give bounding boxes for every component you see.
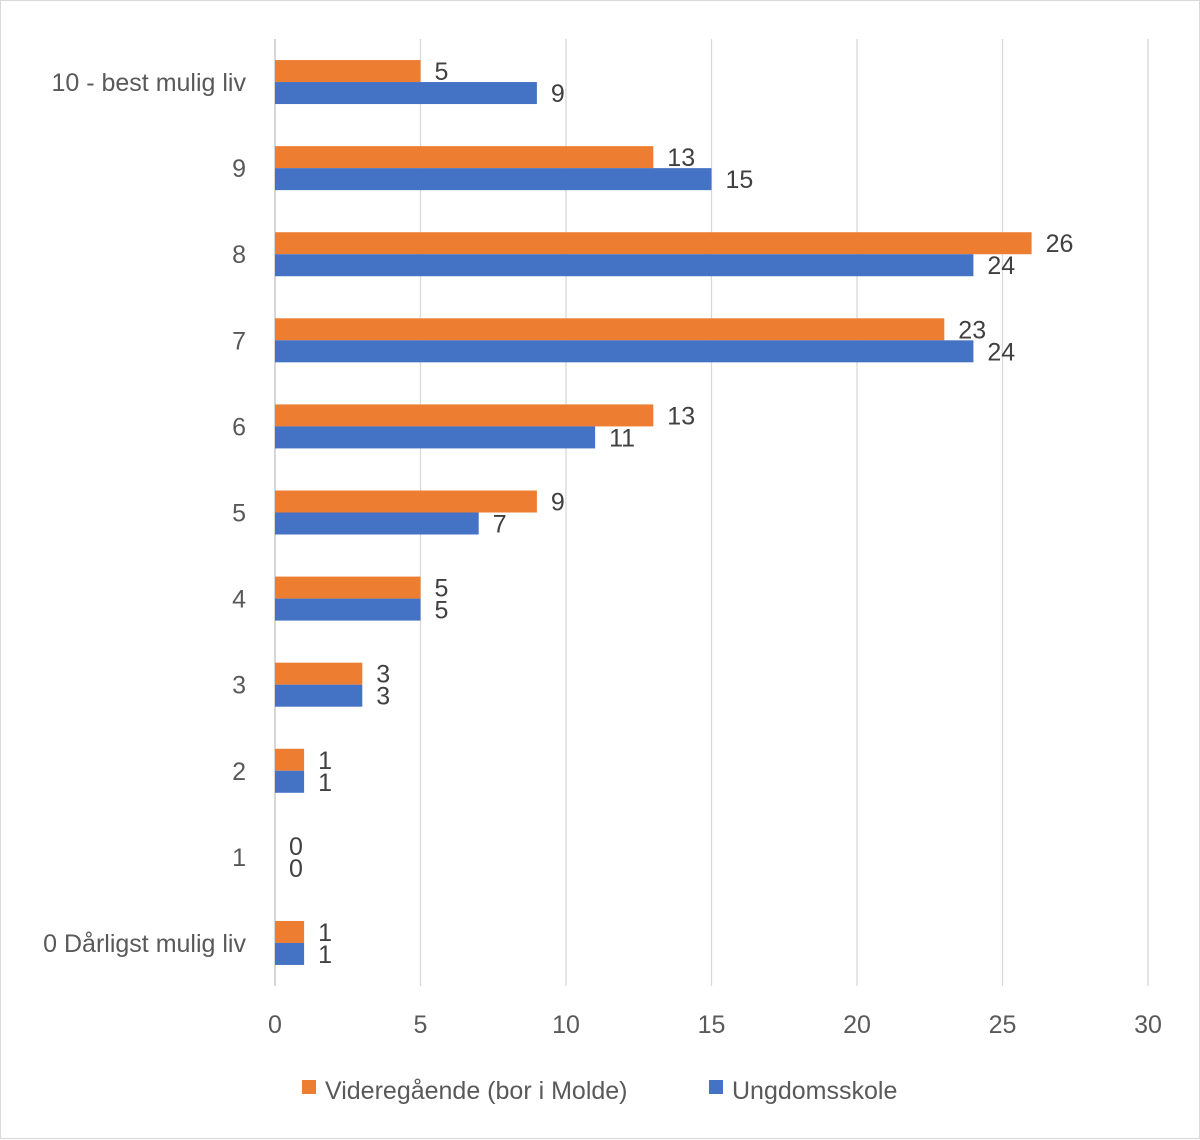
legend: Videregående (bor i Molde) Ungdomsskole [302, 1077, 897, 1105]
bar-videregaende [275, 404, 654, 427]
bar-ungdomsskole [275, 942, 305, 965]
category-label: 6 [232, 413, 246, 441]
category-label: 10 - best mulig liv [51, 69, 246, 97]
bar-ungdomsskole [275, 168, 712, 191]
category-label: 9 [232, 155, 246, 183]
bar-videregaende [275, 576, 421, 599]
category-label: 1 [232, 844, 246, 872]
bar-videregaende [275, 60, 421, 83]
data-label: 5 [435, 575, 449, 603]
bar-ungdomsskole [275, 340, 974, 363]
category-label: 8 [232, 241, 246, 269]
value-axis-labels: 0 5 10 15 20 25 30 [268, 1011, 1162, 1039]
x-tick-label: 30 [1134, 1011, 1162, 1039]
bar-ungdomsskole [275, 254, 974, 277]
data-label: 7 [493, 511, 507, 539]
bar-ungdomsskole [275, 426, 596, 449]
x-tick-label: 25 [989, 1011, 1017, 1039]
data-label: 9 [551, 489, 565, 517]
bar-videregaende [275, 748, 305, 771]
data-label: 3 [376, 661, 390, 689]
x-tick-label: 20 [843, 1011, 871, 1039]
category-label: 5 [232, 500, 246, 528]
x-tick-label: 15 [698, 1011, 726, 1039]
data-label: 11 [609, 424, 635, 452]
data-label: 23 [958, 316, 986, 344]
gridlines [274, 39, 1149, 986]
data-label: 15 [726, 166, 754, 194]
x-tick-label: 10 [552, 1011, 580, 1039]
data-label: 5 [435, 58, 449, 86]
legend-swatch [302, 1080, 316, 1094]
data-label: 1 [318, 919, 332, 947]
bar-videregaende [275, 920, 305, 943]
data-label: 24 [987, 338, 1015, 366]
data-label: 1 [318, 941, 332, 969]
data-label: 9 [551, 80, 565, 108]
bars [275, 60, 1032, 965]
data-label: 0 [289, 855, 303, 883]
x-tick-label: 0 [268, 1011, 282, 1039]
category-label: 0 Dårligst mulig liv [43, 930, 246, 958]
bar-ungdomsskole [275, 684, 363, 707]
data-label: 1 [318, 769, 332, 797]
data-label: 1 [318, 747, 332, 775]
bar-videregaende [275, 490, 537, 513]
bar-videregaende [275, 662, 363, 685]
bar-ungdomsskole [275, 770, 305, 793]
bar-ungdomsskole [275, 598, 421, 621]
bar-videregaende [275, 232, 1032, 255]
legend-swatch [709, 1080, 723, 1094]
category-label: 3 [232, 672, 246, 700]
data-label: 24 [987, 252, 1015, 280]
data-label: 26 [1046, 230, 1074, 258]
legend-label: Ungdomsskole [732, 1077, 897, 1105]
data-label: 3 [376, 683, 390, 711]
bar-ungdomsskole [275, 512, 479, 535]
bar-videregaende [275, 146, 654, 169]
bar-ungdomsskole [275, 82, 537, 105]
category-label: 2 [232, 758, 246, 786]
category-label: 7 [232, 327, 246, 355]
data-label: 13 [667, 402, 695, 430]
data-label: 13 [667, 144, 695, 172]
category-label: 4 [232, 586, 246, 614]
bar-videregaende [275, 318, 945, 341]
data-label: 5 [435, 597, 449, 625]
legend-label: Videregående (bor i Molde) [325, 1077, 628, 1105]
data-label: 0 [289, 833, 303, 861]
x-tick-label: 5 [414, 1011, 428, 1039]
category-axis-labels: 10 - best mulig liv 9 8 7 6 5 4 3 2 1 0 Dårligst m… [43, 69, 246, 958]
